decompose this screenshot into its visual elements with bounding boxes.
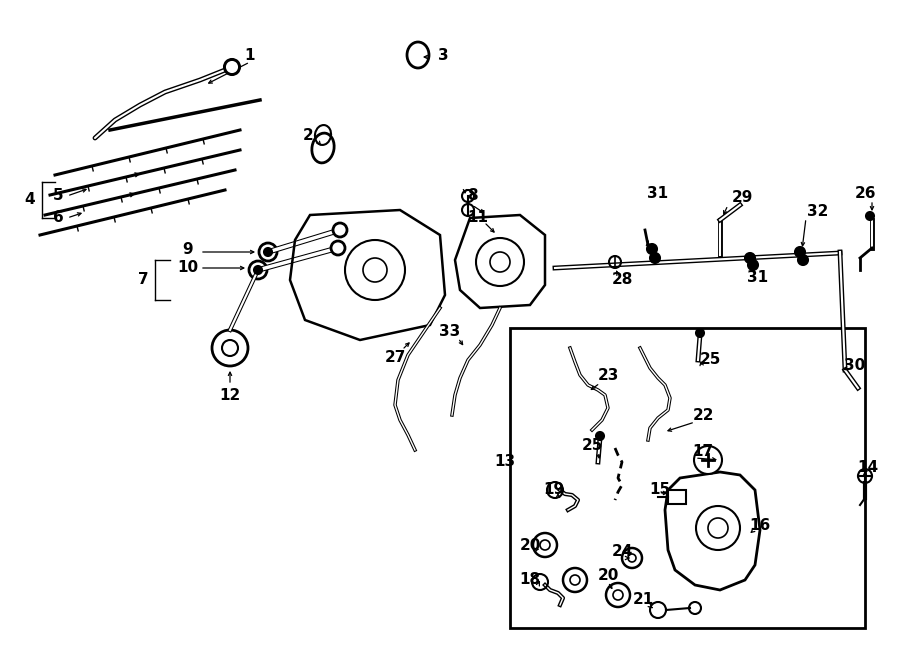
Text: 1: 1 — [245, 48, 256, 63]
Circle shape — [254, 266, 262, 274]
Text: 26: 26 — [854, 186, 876, 202]
Bar — [510, 328, 865, 628]
Circle shape — [694, 446, 722, 474]
Circle shape — [227, 62, 237, 72]
Text: 12: 12 — [220, 387, 240, 403]
Circle shape — [748, 260, 758, 270]
Text: 4: 4 — [24, 192, 35, 208]
Text: 27: 27 — [384, 350, 406, 366]
Text: 3: 3 — [437, 48, 448, 63]
Text: 20: 20 — [519, 537, 541, 553]
Text: 9: 9 — [183, 243, 194, 258]
Text: 24: 24 — [611, 545, 633, 559]
Text: 31: 31 — [747, 270, 769, 286]
Text: 11: 11 — [467, 210, 489, 225]
Circle shape — [650, 253, 660, 263]
Circle shape — [647, 244, 657, 254]
Circle shape — [795, 247, 805, 257]
Text: 2: 2 — [302, 128, 313, 143]
Text: 28: 28 — [611, 272, 633, 288]
Text: 14: 14 — [858, 461, 878, 475]
Text: 19: 19 — [544, 483, 564, 498]
Circle shape — [331, 241, 345, 255]
Text: 33: 33 — [439, 325, 461, 340]
Circle shape — [264, 248, 272, 256]
Circle shape — [596, 432, 604, 440]
Text: 13: 13 — [494, 455, 516, 469]
Text: 6: 6 — [52, 210, 63, 225]
Text: 15: 15 — [650, 483, 670, 498]
Text: 23: 23 — [598, 368, 618, 383]
Text: 16: 16 — [750, 518, 770, 533]
Text: 7: 7 — [138, 272, 148, 288]
Text: 22: 22 — [692, 407, 714, 422]
Text: 5: 5 — [53, 188, 63, 204]
Text: 18: 18 — [519, 572, 541, 588]
Text: 20: 20 — [598, 568, 618, 584]
Text: 32: 32 — [807, 204, 829, 219]
Text: 31: 31 — [647, 186, 669, 202]
Text: 25: 25 — [581, 438, 603, 453]
Text: 17: 17 — [692, 444, 714, 459]
Circle shape — [696, 329, 704, 337]
Circle shape — [224, 59, 240, 75]
Circle shape — [333, 223, 347, 237]
Text: 8: 8 — [467, 188, 477, 202]
Circle shape — [798, 255, 808, 265]
Circle shape — [249, 261, 267, 279]
Text: 30: 30 — [844, 358, 866, 373]
Bar — [668, 490, 686, 504]
Text: 29: 29 — [732, 190, 752, 206]
Circle shape — [866, 212, 874, 220]
Text: 25: 25 — [699, 352, 721, 368]
Circle shape — [259, 243, 277, 261]
Text: 21: 21 — [633, 592, 653, 607]
Text: 10: 10 — [177, 260, 199, 274]
Circle shape — [745, 253, 755, 263]
